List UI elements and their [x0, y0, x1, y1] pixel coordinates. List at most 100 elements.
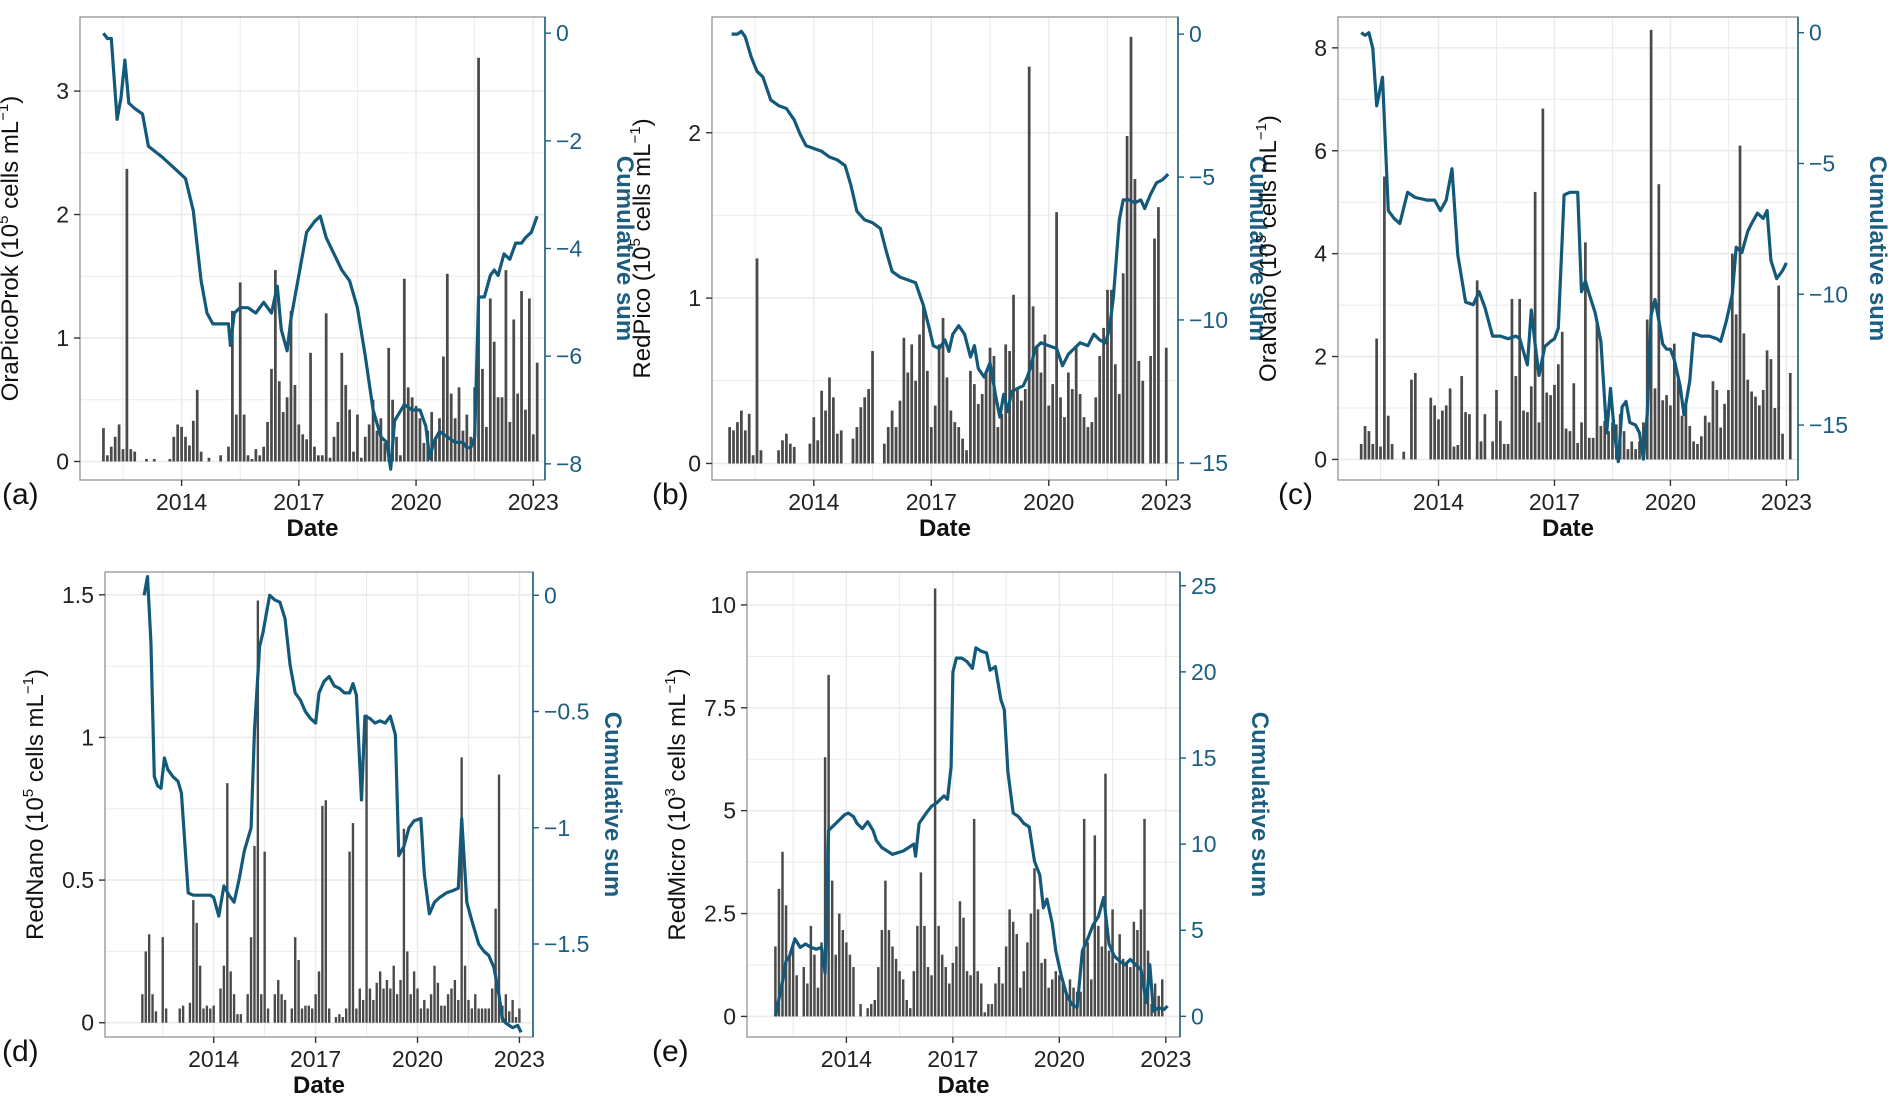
bar: [1672, 343, 1676, 460]
x-tick-label: 2023: [1140, 1046, 1191, 1072]
bar: [254, 449, 258, 462]
bars: [102, 57, 539, 462]
bar: [351, 823, 355, 1023]
bar: [277, 979, 280, 1023]
bar: [1098, 355, 1102, 464]
bar: [792, 446, 796, 464]
bar: [1669, 405, 1672, 460]
bar: [389, 988, 392, 1023]
bar: [222, 965, 226, 1023]
bar: [1040, 962, 1043, 1017]
bar: [926, 370, 929, 464]
bar: [1456, 445, 1460, 460]
bar: [234, 414, 238, 462]
y2-tick-label: 25: [1191, 573, 1217, 599]
bar: [1375, 338, 1379, 460]
bar: [1738, 145, 1742, 460]
bar: [1777, 285, 1781, 460]
bar: [902, 337, 906, 464]
bar: [324, 313, 328, 462]
x-tick-label: 2023: [1761, 489, 1812, 515]
bar: [334, 1017, 338, 1023]
bar: [1097, 925, 1100, 1017]
bar: [1055, 212, 1058, 464]
y-tick-label: 8: [1314, 35, 1327, 61]
gridlines: [1338, 17, 1798, 480]
bar: [739, 410, 743, 464]
x-axis-label: Date: [937, 1072, 989, 1099]
bar: [375, 982, 378, 1023]
bar: [1072, 987, 1075, 1017]
x-axis-label: Date: [919, 515, 971, 542]
y2-tick-label: −1: [544, 815, 570, 841]
y-axis-label-exponent: 3: [662, 788, 679, 796]
bar: [1707, 422, 1711, 460]
x-tick-label: 2014: [188, 1046, 239, 1072]
bar: [1139, 909, 1143, 1017]
bar: [402, 278, 406, 462]
y2-tick-label: 0: [1191, 1003, 1204, 1029]
bar: [300, 1008, 304, 1023]
bar: [125, 168, 129, 462]
y-tick-label: 5: [723, 798, 736, 824]
bar: [117, 424, 121, 462]
bar: [937, 344, 941, 464]
bar: [180, 426, 183, 462]
bar: [777, 450, 780, 464]
y2-tick-label: −6: [556, 343, 582, 369]
bar: [1121, 273, 1125, 464]
bars: [141, 600, 521, 1023]
bar: [253, 845, 256, 1023]
bar: [1050, 979, 1054, 1017]
y2-tick-label: −8: [556, 451, 582, 477]
bar: [1125, 962, 1129, 1017]
y-axis-label-unit-exponent: −1: [627, 126, 644, 143]
y-tick-label: 2.5: [704, 901, 736, 927]
bar: [1133, 179, 1137, 464]
bar: [309, 352, 312, 462]
bar: [1603, 420, 1607, 460]
bar: [1441, 410, 1444, 460]
x-tick-label: 2014: [1413, 489, 1464, 515]
bar: [1591, 437, 1595, 460]
y-axis-label-main: OraNano (10: [1255, 243, 1282, 382]
y2-tick-label: −10: [1189, 307, 1228, 333]
panel-letter: (c): [1278, 478, 1313, 511]
bar: [1019, 400, 1023, 464]
bar: [972, 818, 976, 1017]
bar: [859, 407, 863, 464]
bar: [207, 457, 211, 462]
bar: [246, 994, 249, 1023]
bar: [387, 347, 391, 462]
bar: [297, 959, 300, 1023]
bar: [1001, 983, 1004, 1017]
bar: [535, 362, 539, 462]
x-tick-label: 2014: [788, 489, 839, 515]
bar: [1626, 449, 1630, 460]
bar: [1429, 397, 1433, 460]
bar: [484, 1008, 487, 1023]
bar: [297, 424, 301, 462]
bar: [1371, 443, 1375, 460]
bar: [866, 1008, 869, 1017]
panel-letter: (b): [652, 478, 689, 511]
bar: [1754, 396, 1757, 460]
bar: [882, 443, 886, 464]
y2-tick-label: 0: [1189, 21, 1202, 47]
bar: [1110, 289, 1113, 464]
bar: [457, 999, 460, 1023]
x-axis-label: Date: [286, 515, 338, 542]
bar: [336, 421, 340, 462]
bar: [1638, 441, 1641, 460]
bar: [504, 270, 508, 462]
bar: [382, 988, 385, 1023]
bar: [406, 387, 410, 462]
bar: [188, 445, 191, 462]
bar: [806, 983, 809, 1017]
bar: [144, 951, 147, 1023]
bar: [951, 962, 955, 1017]
bar: [944, 967, 947, 1017]
x-tick-label: 2014: [156, 489, 207, 515]
bar: [198, 965, 202, 1023]
